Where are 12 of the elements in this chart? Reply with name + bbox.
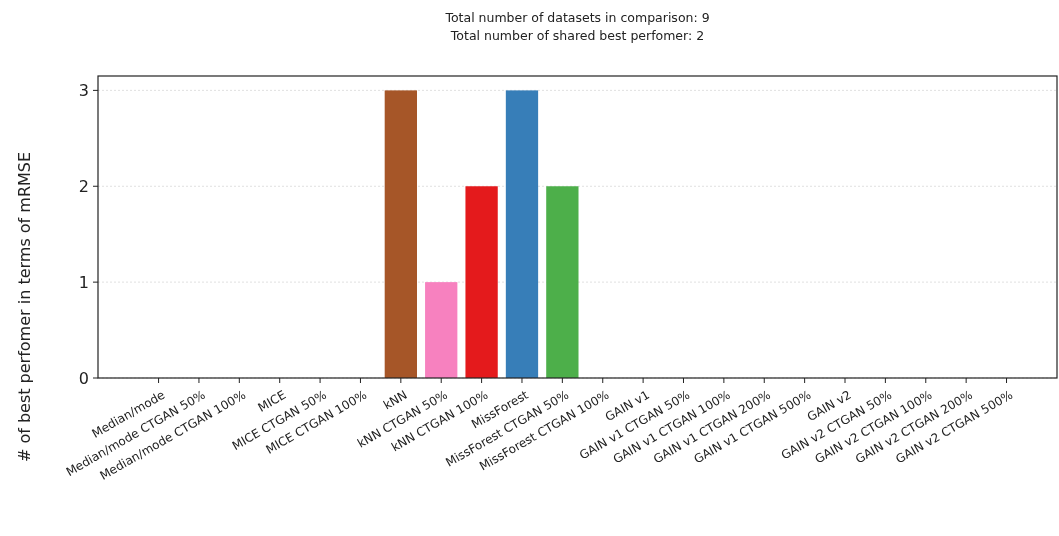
bar [425, 282, 458, 378]
chart-title: Total number of datasets in comparison: 9 [444, 10, 710, 25]
chart-subtitle: Total number of shared best perfomer: 2 [449, 28, 705, 43]
y-tick-label: 0 [78, 368, 89, 388]
y-tick-label: 1 [78, 272, 89, 292]
y-axis-title: # of best perfomer in terms of mRMSE [15, 151, 34, 463]
y-tick-label: 3 [78, 80, 89, 100]
bar [465, 186, 498, 378]
bar [505, 90, 539, 378]
y-tick-label: 2 [78, 176, 89, 196]
bar [384, 90, 417, 378]
bar [546, 186, 579, 378]
